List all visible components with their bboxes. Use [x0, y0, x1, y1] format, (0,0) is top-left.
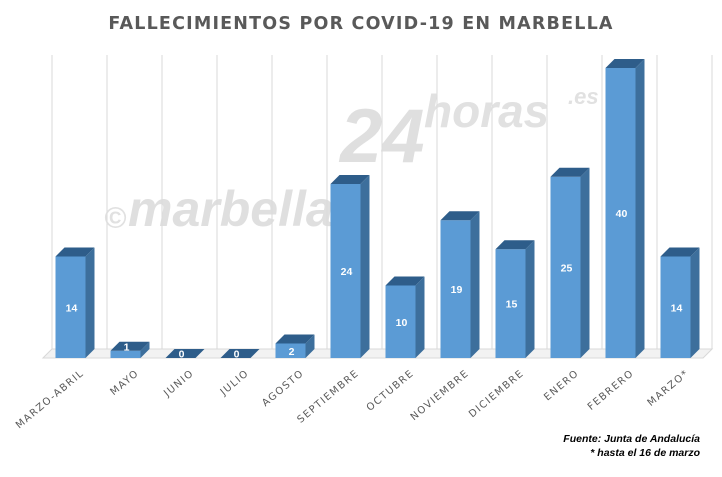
- watermark: © marbella 24 horas .es: [104, 84, 599, 237]
- value-label: 19: [451, 284, 463, 296]
- bar-front: [440, 220, 471, 358]
- bar-front: [110, 350, 141, 358]
- category-label: FEBRERO: [586, 368, 637, 413]
- bar-side: [140, 341, 150, 358]
- bar-top: [165, 349, 205, 358]
- value-label: 24: [341, 266, 353, 278]
- gridlines: [42, 55, 713, 359]
- watermark-number: 24: [338, 94, 425, 179]
- value-label: 14: [66, 302, 78, 314]
- watermark-word: horas: [424, 85, 549, 137]
- watermark-copyright: ©: [104, 202, 127, 235]
- value-label: 25: [561, 262, 573, 274]
- bar-front: [330, 184, 361, 358]
- bar-2: [110, 341, 150, 358]
- bar-top: [220, 349, 260, 358]
- bar-front: [495, 249, 526, 358]
- bar-top: [605, 59, 645, 68]
- bar-7: [385, 276, 425, 358]
- value-label: 10: [396, 317, 408, 329]
- value-label: 0: [179, 349, 185, 361]
- bar-side: [415, 276, 425, 358]
- bar-9: [495, 240, 535, 358]
- value-label: 0: [234, 349, 240, 361]
- bar-top: [550, 167, 590, 177]
- bar-front: [275, 343, 306, 358]
- floor-plane: [41, 348, 714, 359]
- chart-title: FALLECIMIENTOS POR COVID-19 EN MARBELLA: [108, 14, 613, 34]
- bar-front: [550, 176, 581, 358]
- category-label: NOVIEMBRE: [409, 368, 472, 423]
- category-label: MAYO: [109, 368, 142, 398]
- source-line-1: Fuente: Junta de Andalucía: [563, 433, 700, 445]
- bar-12: [660, 247, 700, 358]
- bar-4: [220, 349, 260, 358]
- value-label: 15: [506, 299, 518, 311]
- bar-side: [360, 175, 370, 358]
- bar-5: [275, 334, 315, 358]
- category-label: DICIEMBRE: [467, 368, 526, 420]
- watermark-name: marbella: [128, 181, 334, 237]
- bar-front: [385, 285, 416, 358]
- category-label: JUNIO: [161, 368, 196, 400]
- bar-1: [55, 247, 95, 358]
- watermark-domain: .es: [568, 84, 599, 109]
- source-line-2: * hasta el 16 de marzo: [590, 447, 700, 459]
- bars: [55, 59, 700, 358]
- bar-front: [55, 256, 86, 358]
- value-label: 1: [124, 341, 130, 353]
- bar-top: [385, 276, 425, 286]
- bar-top: [330, 175, 370, 184]
- bar-top: [110, 341, 150, 351]
- bar-3: [165, 349, 205, 358]
- bar-10: [550, 167, 590, 358]
- category-label: JULIO: [218, 368, 252, 399]
- bar-side: [85, 247, 95, 358]
- bar-11: [605, 59, 645, 358]
- value-label: 40: [616, 208, 628, 220]
- bar-top: [440, 211, 480, 221]
- category-label: ENERO: [542, 368, 581, 403]
- category-label: MARZO*: [646, 368, 692, 409]
- bar-side: [525, 240, 535, 358]
- bar-front: [605, 68, 636, 358]
- bar-side: [635, 59, 645, 358]
- bar-top: [660, 247, 700, 257]
- bar-top: [55, 247, 95, 257]
- category-label: MARZO-ABRIL: [14, 368, 86, 431]
- bar-side: [305, 334, 315, 358]
- value-label: 2: [289, 346, 295, 358]
- value-label: 14: [671, 302, 683, 314]
- bar-top: [275, 334, 315, 344]
- bar-6: [330, 175, 370, 358]
- category-label: OCTUBRE: [365, 368, 417, 414]
- bar-side: [580, 167, 590, 358]
- chart-floor: [41, 348, 714, 359]
- bar-front: [660, 256, 691, 358]
- bar-side: [690, 247, 700, 358]
- bar-side: [470, 211, 480, 358]
- bar-8: [440, 211, 480, 358]
- category-labels: MARZO-ABRIL MAYO JUNIO JULIO AGOSTOSEPTIEMBR…: [14, 368, 691, 431]
- category-label: AGOSTO: [260, 368, 306, 409]
- bar-top: [495, 240, 535, 250]
